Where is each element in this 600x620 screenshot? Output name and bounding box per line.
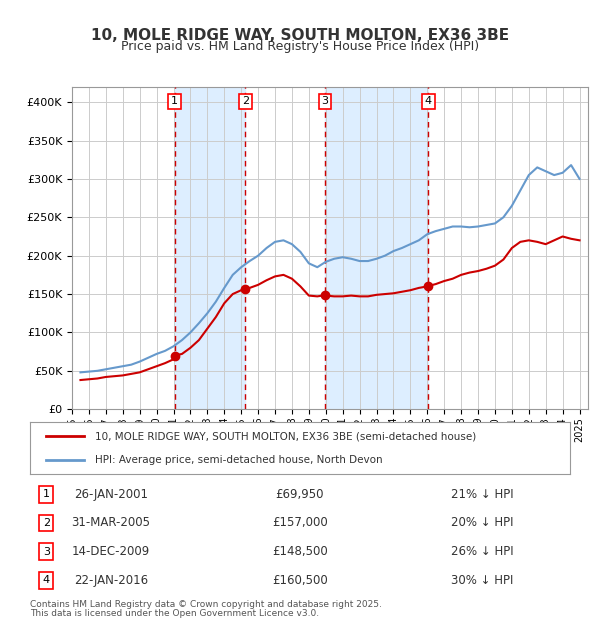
Text: 10, MOLE RIDGE WAY, SOUTH MOLTON, EX36 3BE: 10, MOLE RIDGE WAY, SOUTH MOLTON, EX36 3… [91, 28, 509, 43]
Text: 26-JAN-2001: 26-JAN-2001 [74, 488, 148, 501]
Text: 21% ↓ HPI: 21% ↓ HPI [451, 488, 514, 501]
Text: 1: 1 [171, 97, 178, 107]
Text: 4: 4 [425, 97, 432, 107]
Text: 4: 4 [43, 575, 50, 585]
Text: Contains HM Land Registry data © Crown copyright and database right 2025.: Contains HM Land Registry data © Crown c… [30, 600, 382, 609]
Text: 3: 3 [322, 97, 329, 107]
Text: 31-MAR-2005: 31-MAR-2005 [71, 516, 151, 529]
Text: 22-JAN-2016: 22-JAN-2016 [74, 574, 148, 587]
Text: HPI: Average price, semi-detached house, North Devon: HPI: Average price, semi-detached house,… [95, 454, 382, 464]
Bar [325, 87, 428, 409]
Text: This data is licensed under the Open Government Licence v3.0.: This data is licensed under the Open Gov… [30, 609, 319, 618]
Bar [175, 87, 245, 409]
Text: £148,500: £148,500 [272, 545, 328, 558]
Text: 3: 3 [43, 547, 50, 557]
Text: 30% ↓ HPI: 30% ↓ HPI [451, 574, 514, 587]
Text: 2: 2 [43, 518, 50, 528]
Text: 1: 1 [43, 489, 50, 499]
Text: £160,500: £160,500 [272, 574, 328, 587]
Text: £69,950: £69,950 [276, 488, 324, 501]
Text: Price paid vs. HM Land Registry's House Price Index (HPI): Price paid vs. HM Land Registry's House … [121, 40, 479, 53]
Text: 20% ↓ HPI: 20% ↓ HPI [451, 516, 514, 529]
Text: 14-DEC-2009: 14-DEC-2009 [72, 545, 150, 558]
Text: 2: 2 [242, 97, 249, 107]
Text: £157,000: £157,000 [272, 516, 328, 529]
Text: 26% ↓ HPI: 26% ↓ HPI [451, 545, 514, 558]
Text: 10, MOLE RIDGE WAY, SOUTH MOLTON, EX36 3BE (semi-detached house): 10, MOLE RIDGE WAY, SOUTH MOLTON, EX36 3… [95, 432, 476, 441]
